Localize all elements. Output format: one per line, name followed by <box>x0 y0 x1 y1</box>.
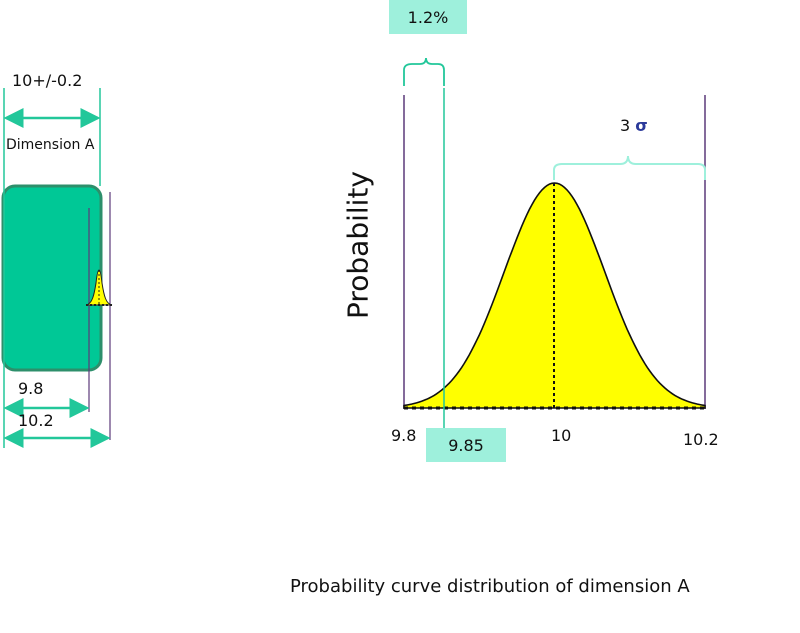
sigma-bracket <box>553 155 706 180</box>
x-tick-10: 10 <box>551 426 572 445</box>
sigma-symbol: σ <box>635 116 648 135</box>
distribution-curve <box>403 182 706 409</box>
max-value-label: 10.2 <box>18 411 54 430</box>
dimension-label: Dimension A <box>6 137 95 153</box>
part-shape <box>1 184 103 372</box>
y-axis-label: Probability <box>341 170 375 320</box>
highlight-tick-box: 9.85 <box>426 428 506 462</box>
chart-caption: Probability curve distribution of dimens… <box>290 576 690 597</box>
sigma-label: 3 σ <box>620 118 648 134</box>
tolerance-label: 10+/-0.2 <box>12 71 83 90</box>
min-value-label: 9.8 <box>18 379 44 398</box>
percent-bracket <box>403 57 445 86</box>
percent-box: 1.2% <box>389 0 467 34</box>
x-tick-9-8: 9.8 <box>391 426 417 445</box>
x-tick-10-2: 10.2 <box>683 430 719 449</box>
sigma-number: 3 <box>620 116 631 135</box>
